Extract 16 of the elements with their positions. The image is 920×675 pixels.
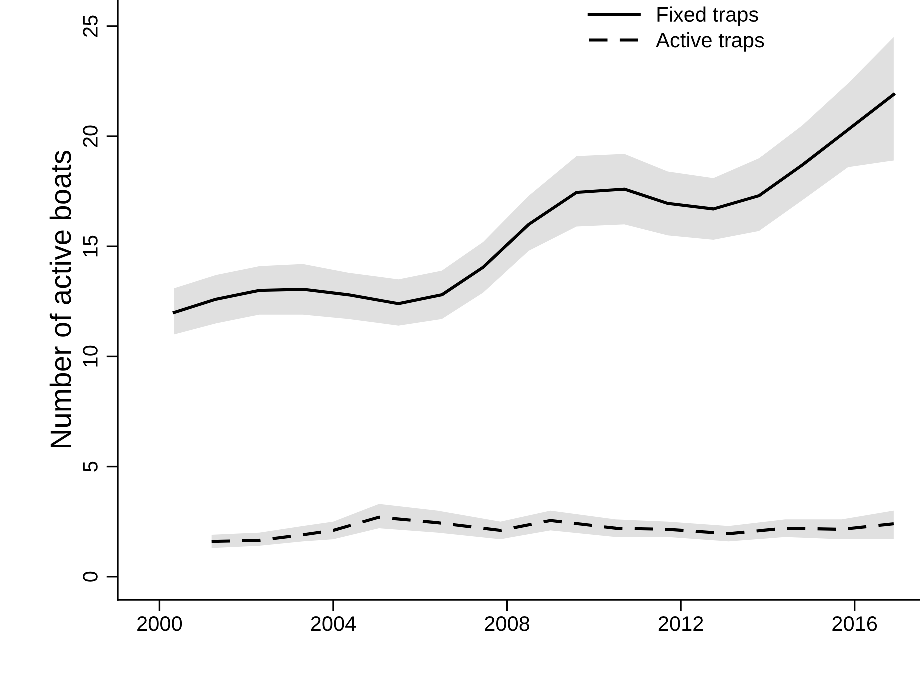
y-tick-label: 0 bbox=[83, 572, 98, 582]
y-tick-label: 25 bbox=[83, 16, 98, 37]
legend-label: Active traps bbox=[656, 32, 764, 52]
x-tick-label: 2000 bbox=[138, 616, 182, 632]
y-tick-label: 15 bbox=[83, 236, 98, 257]
x-tick-label: 2012 bbox=[658, 616, 704, 632]
y-tick-label: 5 bbox=[83, 462, 98, 472]
line-series bbox=[210, 516, 896, 544]
y-tick-label: 10 bbox=[83, 346, 98, 367]
y-tick-label: 20 bbox=[83, 126, 98, 148]
y-axis-title: Number of active boats bbox=[50, 151, 72, 448]
x-tick-label: 2008 bbox=[485, 616, 530, 632]
line-series bbox=[172, 93, 896, 314]
x-tick-label: 2004 bbox=[311, 616, 356, 632]
legend-label: Fixed traps bbox=[658, 6, 758, 26]
x-tick-label: 2016 bbox=[832, 616, 878, 632]
